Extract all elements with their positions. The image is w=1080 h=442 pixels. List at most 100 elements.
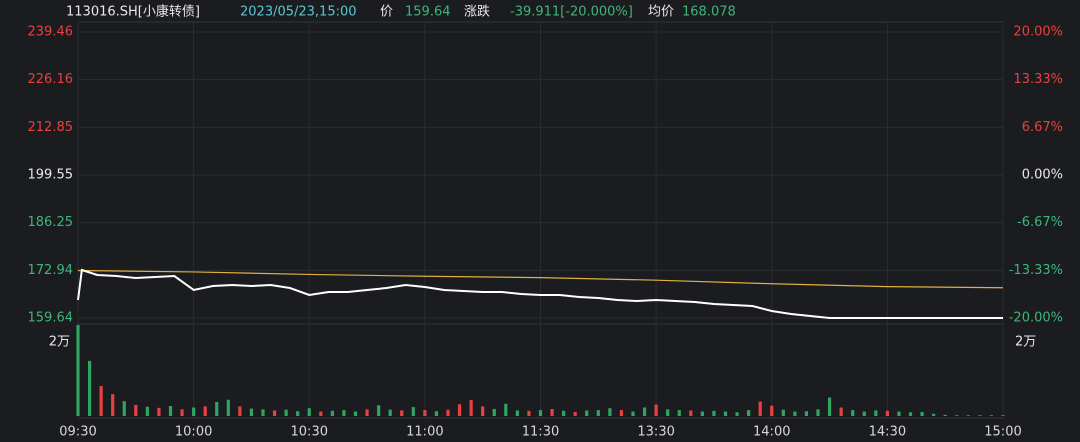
volume-bar <box>966 415 970 416</box>
volume-bar <box>827 397 832 416</box>
y-tick-label: 239.46 <box>28 25 74 40</box>
volume-bar <box>145 406 149 416</box>
avg-value: 168.078 <box>682 5 736 20</box>
volume-bar <box>87 360 92 416</box>
x-tick-label: 09:30 <box>59 425 96 440</box>
x-tick-label: 14:00 <box>753 425 790 440</box>
stock-code: 113016.SH[小康转债] <box>66 4 200 20</box>
volume-bar <box>642 407 647 416</box>
volume-bar <box>180 409 184 416</box>
x-tick-label: 15:00 <box>984 425 1021 440</box>
volume-bar <box>457 404 462 416</box>
price-line <box>77 268 1003 319</box>
volume-bar <box>330 410 334 416</box>
volume-bar <box>134 404 138 416</box>
y2-tick-label: 13.33% <box>1013 72 1063 87</box>
volume-bar <box>238 406 242 416</box>
volume-bar <box>677 410 681 416</box>
volume-tick-label: 2万 <box>49 335 70 350</box>
volume-bar <box>192 407 196 416</box>
volume-bar <box>851 410 855 416</box>
volume-bar <box>920 411 924 416</box>
y2-tick-label: 6.67% <box>1022 120 1063 135</box>
y-tick-label: 186.25 <box>28 215 74 230</box>
volume-bar <box>1001 415 1005 416</box>
y2-tick-label: -13.33% <box>1009 263 1063 278</box>
volume-bar <box>157 407 161 416</box>
volume-bar <box>261 409 265 416</box>
avg-label: 均价 <box>648 5 674 20</box>
x-tick-label: 11:00 <box>406 425 443 440</box>
volume-bar <box>550 408 554 416</box>
y-tick-label: 226.16 <box>28 72 74 87</box>
volume-bar <box>226 399 230 416</box>
average-line <box>77 269 1004 289</box>
volume-bar <box>469 400 473 416</box>
volume-bar <box>307 408 311 416</box>
x-tick-label: 11:30 <box>522 425 559 440</box>
volume-bar <box>203 406 207 416</box>
volume-bar <box>793 411 797 416</box>
x-tick-label: 10:30 <box>291 425 328 440</box>
volume-bar <box>631 411 635 416</box>
volume-bar <box>538 410 543 416</box>
volume-bar <box>989 415 994 416</box>
volume-bar <box>377 405 381 416</box>
volume-bar <box>573 411 577 416</box>
volume-bar <box>885 410 889 416</box>
volume-bar <box>608 408 612 416</box>
volume-bar <box>353 411 358 416</box>
volume-bar <box>700 411 704 416</box>
y-tick-label: 172.94 <box>28 263 74 278</box>
volume-bar <box>249 408 254 416</box>
volume-bar <box>955 415 959 416</box>
volume-bar <box>758 401 762 416</box>
price-label: 价 <box>380 5 393 20</box>
volume-bar <box>781 409 785 416</box>
change-label: 涨跌 <box>464 4 490 20</box>
volume-bar <box>99 386 103 416</box>
volume-bar <box>434 411 439 416</box>
volume-bar <box>596 410 600 416</box>
volume-bar <box>342 410 346 416</box>
volume-bar <box>446 409 450 416</box>
y2-tick-label: 0.00% <box>1022 168 1063 183</box>
volume-bar <box>122 401 126 416</box>
volume-bar <box>481 406 485 416</box>
volume-bar <box>492 408 496 416</box>
volume-bar <box>654 404 658 416</box>
volume-bar <box>411 407 415 416</box>
volume-bar <box>272 410 277 416</box>
y-tick-label: 159.64 <box>28 311 74 326</box>
volume-bar <box>862 411 866 416</box>
volume-bar <box>943 414 947 416</box>
volume-bar <box>689 410 693 416</box>
volume-bar <box>111 394 115 416</box>
y-tick-label: 212.85 <box>28 120 74 135</box>
x-tick-label: 13:30 <box>637 425 674 440</box>
price-value: 159.64 <box>405 5 451 20</box>
volume-bar <box>619 410 624 416</box>
volume-bar <box>504 403 508 416</box>
x-tick-label: 14:30 <box>869 425 906 440</box>
y2-tick-label: -20.00% <box>1009 311 1063 326</box>
volume-bar <box>908 412 913 416</box>
volume-bar <box>839 407 843 416</box>
volume-tick-label: 2万 <box>1015 335 1036 350</box>
volume-bar <box>735 412 739 416</box>
volume-bar <box>666 409 670 416</box>
volume-bar <box>388 409 392 416</box>
volume-bar <box>515 410 519 416</box>
volume-bar <box>770 405 774 416</box>
quote-time: 2023/05/23,15:00 <box>240 5 357 20</box>
x-tick-label: 10:00 <box>175 425 212 440</box>
volume-bar <box>816 409 820 416</box>
volume-bar <box>168 406 173 416</box>
y-tick-label: 199.55 <box>28 168 74 183</box>
volume-bar <box>932 413 936 416</box>
volume-bar <box>284 409 288 416</box>
volume-bar <box>76 325 80 416</box>
volume-bar <box>400 410 404 416</box>
volume-bar <box>562 410 566 416</box>
